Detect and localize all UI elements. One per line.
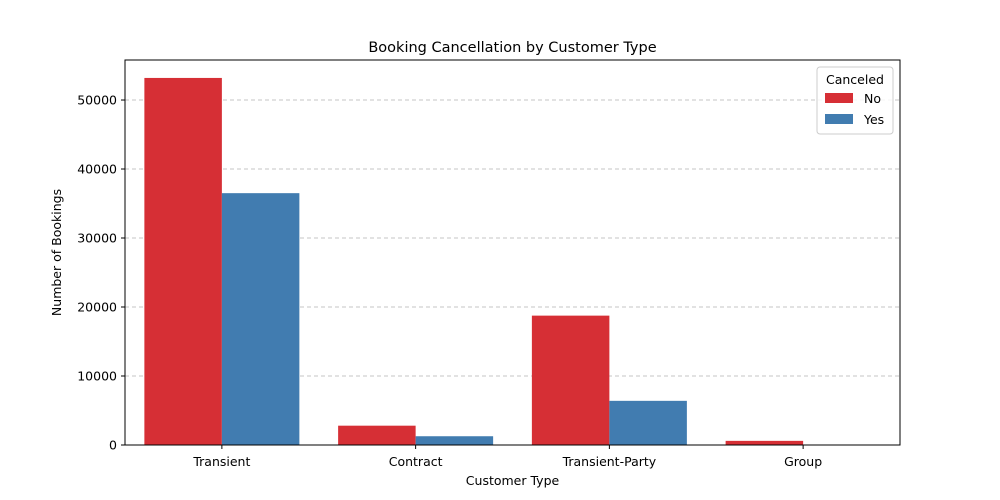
x-tick-label: Group bbox=[784, 454, 822, 469]
x-tick-label: Transient bbox=[192, 454, 250, 469]
chart-title: Booking Cancellation by Customer Type bbox=[368, 40, 656, 56]
y-tick-label: 40000 bbox=[77, 162, 117, 177]
x-tick-label: Transient-Party bbox=[562, 454, 657, 469]
legend-title: Canceled bbox=[826, 72, 884, 87]
x-axis: Transient Contract Transient-Party Group bbox=[192, 445, 822, 469]
y-axis: 0 10000 20000 30000 40000 50000 bbox=[77, 93, 125, 453]
x-tick-label: Contract bbox=[389, 454, 443, 469]
y-axis-label: Number of Bookings bbox=[49, 189, 64, 316]
x-axis-label: Customer Type bbox=[466, 473, 560, 488]
plot-frame bbox=[124, 59, 901, 446]
legend-swatch-no bbox=[825, 93, 853, 103]
y-tick-label: 10000 bbox=[77, 369, 117, 384]
y-tick-label: 50000 bbox=[77, 93, 117, 108]
legend: Canceled No Yes bbox=[816, 66, 894, 135]
legend-swatch-yes bbox=[825, 114, 853, 124]
legend-label-yes: Yes bbox=[863, 112, 884, 127]
bar-contract-yes bbox=[415, 436, 494, 445]
bar-transient-party-no bbox=[531, 315, 610, 445]
bar-transient-party-yes bbox=[609, 400, 687, 445]
y-tick-label: 30000 bbox=[77, 231, 117, 246]
bar-group-no bbox=[725, 440, 804, 445]
bar-contract-no bbox=[338, 425, 416, 445]
y-tick-label: 0 bbox=[109, 438, 117, 453]
bars bbox=[144, 77, 881, 445]
legend-label-no: No bbox=[864, 91, 881, 106]
bar-transient-no bbox=[144, 77, 222, 445]
y-tick-label: 20000 bbox=[77, 300, 117, 315]
bar-transient-yes bbox=[221, 193, 300, 445]
